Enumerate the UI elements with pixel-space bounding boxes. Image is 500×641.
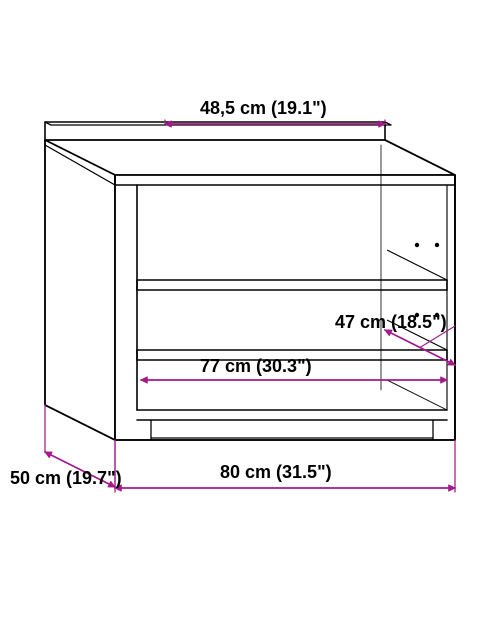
dimension-label-top_width: 48,5 cm (19.1") xyxy=(200,98,327,119)
dimension-label-front_width: 80 cm (31.5") xyxy=(220,462,332,483)
dimension-label-depth_back: 47 cm (18.5") xyxy=(335,312,447,333)
dimension-label-inner_width: 77 cm (30.3") xyxy=(200,356,312,377)
dimension-label-depth_floor: 50 cm (19.7") xyxy=(10,468,122,489)
